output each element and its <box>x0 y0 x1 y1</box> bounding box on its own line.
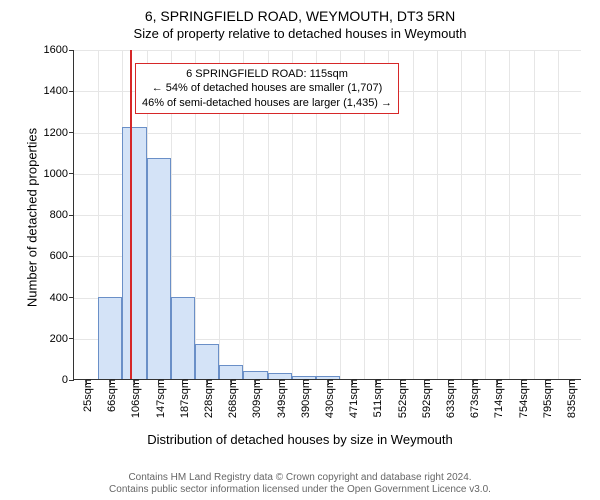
gridline-vertical <box>413 50 414 379</box>
x-tick-mark <box>134 380 135 385</box>
x-tick-mark <box>279 380 280 385</box>
histogram-bar <box>219 365 243 379</box>
x-tick-mark <box>473 380 474 385</box>
y-tick-mark <box>69 297 74 298</box>
x-tick-mark <box>497 380 498 385</box>
attribution: Contains HM Land Registry data © Crown c… <box>0 472 600 496</box>
histogram-bar <box>122 127 146 379</box>
annotation-box: 6 SPRINGFIELD ROAD: 115sqm← 54% of detac… <box>135 63 399 114</box>
x-tick-mark <box>545 380 546 385</box>
gridline-vertical <box>534 50 535 379</box>
histogram-bar <box>195 344 219 379</box>
annotation-line: 6 SPRINGFIELD ROAD: 115sqm <box>142 67 392 81</box>
x-tick-mark <box>569 380 570 385</box>
y-tick-mark <box>69 132 74 133</box>
gridline-horizontal <box>74 133 581 134</box>
histogram-bar <box>243 371 267 379</box>
annotation-line: 46% of semi-detached houses are larger (… <box>142 96 392 110</box>
x-tick-mark <box>521 380 522 385</box>
x-tick-mark <box>158 380 159 385</box>
x-tick-mark <box>110 380 111 385</box>
y-tick-mark <box>69 91 74 92</box>
x-tick-mark <box>255 380 256 385</box>
gridline-vertical <box>509 50 510 379</box>
histogram-bar <box>98 297 122 380</box>
gridline-horizontal <box>74 50 581 51</box>
x-tick-mark <box>207 380 208 385</box>
x-tick-mark <box>376 380 377 385</box>
histogram-bar <box>147 158 171 379</box>
x-axis-label: Distribution of detached houses by size … <box>0 432 600 447</box>
y-tick-mark <box>69 215 74 216</box>
y-tick-mark <box>69 338 74 339</box>
histogram-bar <box>171 297 195 380</box>
x-tick-mark <box>231 380 232 385</box>
x-tick-mark <box>182 380 183 385</box>
chart-title-main: 6, SPRINGFIELD ROAD, WEYMOUTH, DT3 5RN <box>0 0 600 24</box>
attribution-line-2: Contains public sector information licen… <box>0 484 600 496</box>
x-tick-mark <box>352 380 353 385</box>
gridline-vertical <box>461 50 462 379</box>
x-tick-mark <box>303 380 304 385</box>
annotation-line: ← 54% of detached houses are smaller (1,… <box>142 81 392 95</box>
plot-area: 0200400600800100012001400160025sqm66sqm1… <box>73 50 581 380</box>
gridline-vertical <box>437 50 438 379</box>
gridline-vertical <box>485 50 486 379</box>
y-tick-mark <box>69 173 74 174</box>
x-tick-mark <box>448 380 449 385</box>
x-tick-mark <box>400 380 401 385</box>
property-marker-line <box>130 50 132 379</box>
chart-title-sub: Size of property relative to detached ho… <box>0 24 600 41</box>
y-tick-mark <box>69 380 74 381</box>
y-tick-mark <box>69 50 74 51</box>
x-tick-mark <box>424 380 425 385</box>
y-tick-mark <box>69 256 74 257</box>
x-tick-mark <box>86 380 87 385</box>
attribution-line-1: Contains HM Land Registry data © Crown c… <box>0 472 600 484</box>
gridline-vertical <box>558 50 559 379</box>
x-tick-mark <box>328 380 329 385</box>
y-axis-label: Number of detached properties <box>25 118 40 318</box>
histogram-chart: 6, SPRINGFIELD ROAD, WEYMOUTH, DT3 5RN S… <box>0 0 600 500</box>
